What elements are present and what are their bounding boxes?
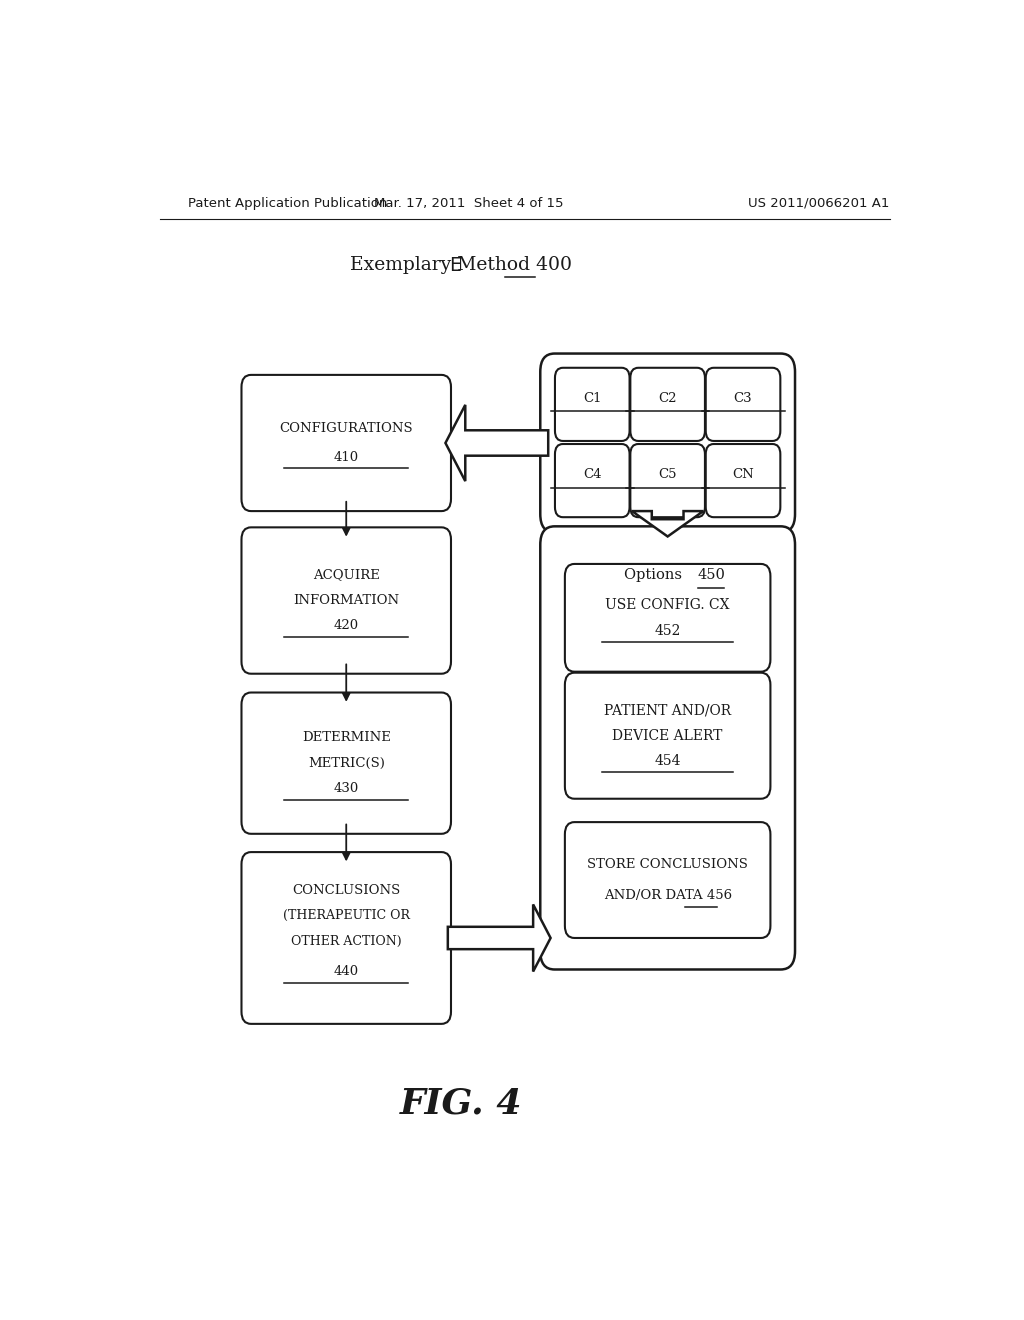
Text: C5: C5 (658, 469, 677, 480)
FancyBboxPatch shape (706, 444, 780, 517)
Text: DETERMINE: DETERMINE (302, 731, 391, 744)
Text: C4: C4 (583, 469, 601, 480)
Text: AND/OR DATA 456: AND/OR DATA 456 (603, 888, 732, 902)
Text: CONFIGURATIONS: CONFIGURATIONS (280, 422, 413, 436)
Text: 450: 450 (697, 568, 725, 582)
Polygon shape (445, 405, 548, 480)
Polygon shape (447, 904, 551, 972)
Text: CN: CN (732, 469, 754, 480)
Text: 452: 452 (654, 623, 681, 638)
Text: CONCLUSIONS: CONCLUSIONS (292, 883, 400, 896)
FancyBboxPatch shape (242, 853, 451, 1024)
Text: METRIC(S): METRIC(S) (308, 756, 385, 770)
Text: FIG. 4: FIG. 4 (400, 1086, 522, 1121)
FancyBboxPatch shape (565, 564, 770, 672)
FancyBboxPatch shape (555, 368, 630, 441)
Text: Exemplary Method 400: Exemplary Method 400 (350, 256, 572, 275)
Polygon shape (632, 511, 703, 536)
Text: INFORMATION: INFORMATION (293, 594, 399, 607)
Text: (THERAPEUTIC OR: (THERAPEUTIC OR (283, 909, 410, 923)
Text: Mar. 17, 2011  Sheet 4 of 15: Mar. 17, 2011 Sheet 4 of 15 (375, 197, 564, 210)
FancyBboxPatch shape (706, 368, 780, 441)
FancyBboxPatch shape (242, 528, 451, 673)
FancyBboxPatch shape (242, 375, 451, 511)
FancyBboxPatch shape (541, 354, 795, 532)
Text: Patent Application Publication: Patent Application Publication (187, 197, 387, 210)
Text: 420: 420 (334, 619, 358, 632)
Text: 440: 440 (334, 965, 358, 978)
Text: STORE CONCLUSIONS: STORE CONCLUSIONS (587, 858, 749, 871)
FancyBboxPatch shape (242, 693, 451, 834)
Text: DEVICE ALERT: DEVICE ALERT (612, 729, 723, 743)
Text: C2: C2 (658, 392, 677, 405)
FancyBboxPatch shape (541, 527, 795, 969)
Text: US 2011/0066201 A1: US 2011/0066201 A1 (748, 197, 889, 210)
Text: 430: 430 (334, 781, 358, 795)
FancyBboxPatch shape (631, 444, 705, 517)
Text: 410: 410 (334, 450, 358, 463)
FancyBboxPatch shape (565, 822, 770, 939)
Text: USE CONFIG. CX: USE CONFIG. CX (605, 598, 730, 612)
FancyBboxPatch shape (555, 444, 630, 517)
FancyBboxPatch shape (565, 673, 770, 799)
Text: OTHER ACTION): OTHER ACTION) (291, 935, 401, 948)
Text: C3: C3 (734, 392, 753, 405)
Text: PATIENT AND/OR: PATIENT AND/OR (604, 704, 731, 717)
FancyBboxPatch shape (631, 368, 705, 441)
Text: ACQUIRE: ACQUIRE (312, 569, 380, 582)
Text: Options: Options (625, 568, 687, 582)
Text: C1: C1 (583, 392, 601, 405)
Text: 454: 454 (654, 754, 681, 768)
Text: E: E (450, 256, 461, 275)
